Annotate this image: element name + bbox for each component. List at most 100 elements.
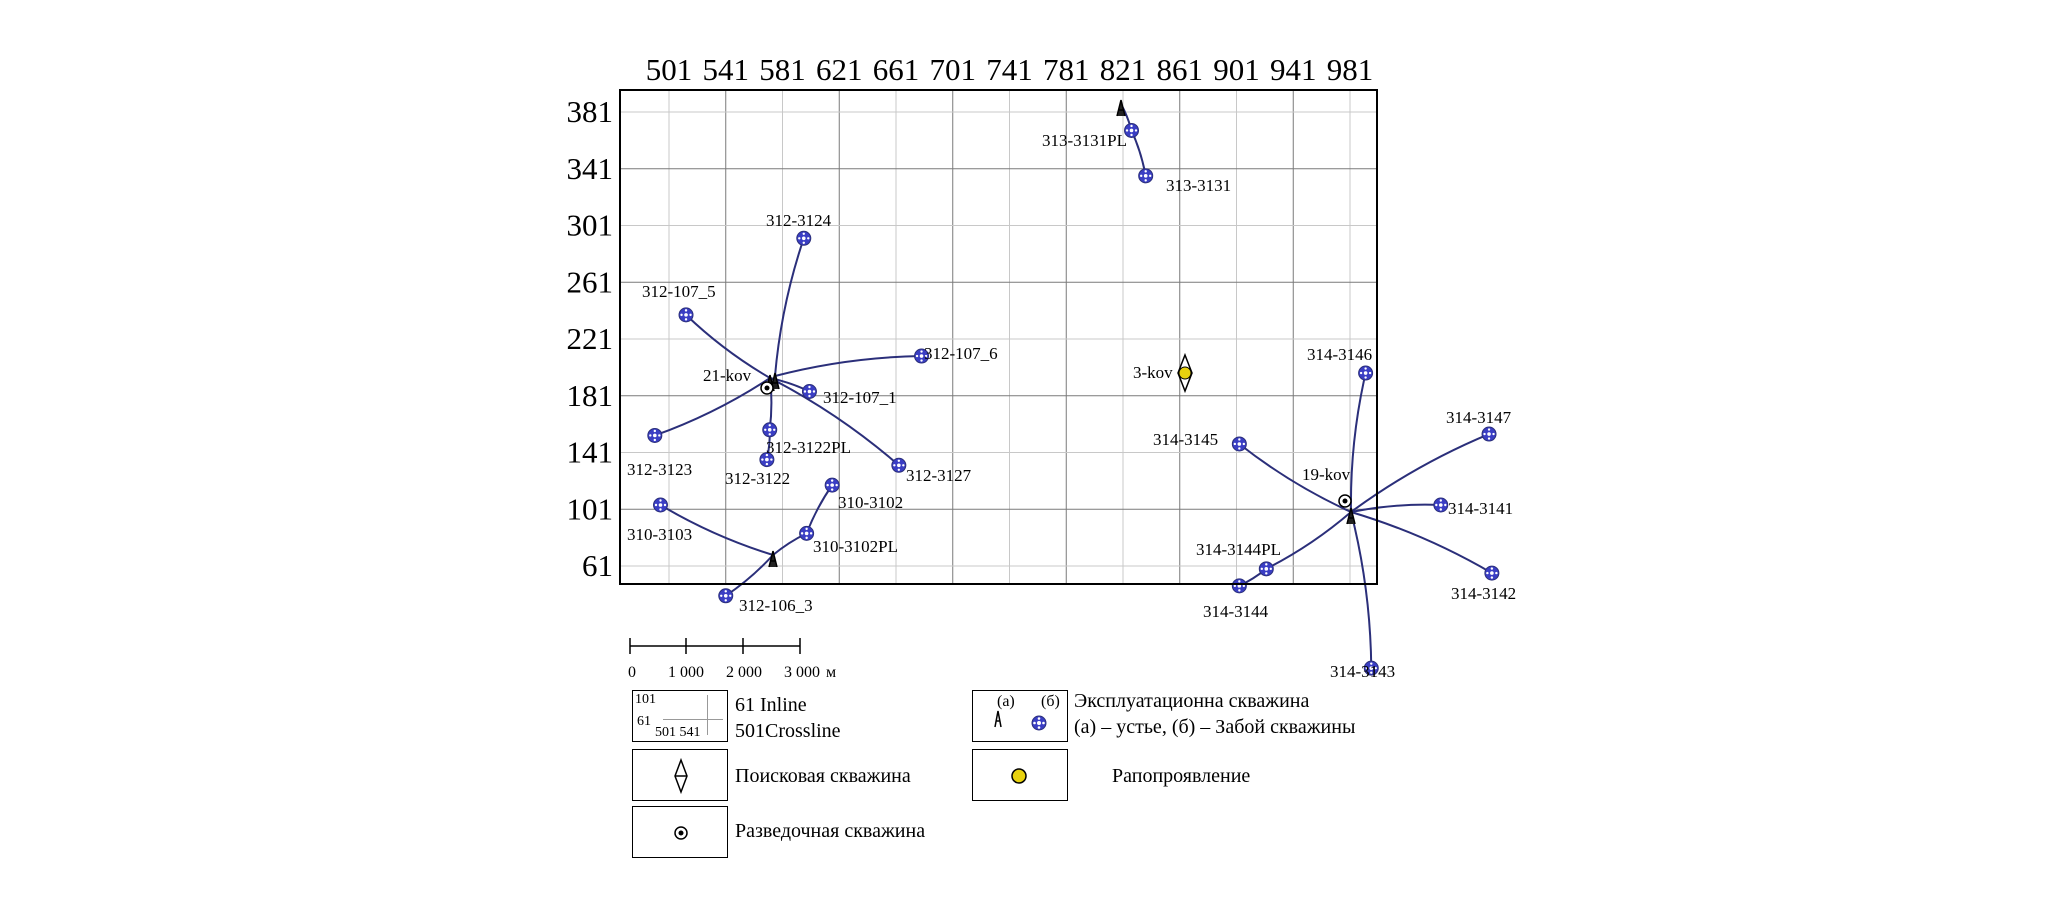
inline-tick-221: 221	[567, 321, 614, 356]
legend-production-a: (a)	[997, 693, 1015, 710]
well-label-314-3144PL: 314-3144PL	[1196, 540, 1281, 559]
well-bottomhole-icon-310-3103	[652, 497, 668, 513]
trajectory-312-106_3	[725, 554, 774, 597]
well-bottomhole-icon-313-3131PL	[1124, 122, 1140, 138]
trajectory-312-107_5	[685, 314, 771, 379]
well-bottomhole-icon-312-3124	[796, 230, 812, 246]
well-label-312-3122: 312-3122	[725, 469, 790, 488]
well-bottomhole-icon-312-3123	[647, 427, 663, 443]
crossline-tick-861: 861	[1157, 52, 1204, 87]
map-grid	[620, 90, 1377, 584]
inline-tick-261: 261	[567, 264, 614, 299]
well-label-314-3147: 314-3147	[1446, 408, 1512, 427]
inline-tick-181: 181	[567, 378, 614, 413]
scale-tick-2000: 2 000	[726, 664, 762, 681]
well-label-314-3144: 314-3144	[1203, 602, 1269, 621]
trajectory-314-3146	[1349, 372, 1367, 513]
production-well-icon	[994, 710, 1047, 731]
scale-unit: м	[826, 664, 836, 681]
crossline-tick-661: 661	[873, 52, 920, 87]
trajectory-312-3127	[769, 377, 900, 467]
well-bottomhole-icon-314-3142	[1484, 565, 1500, 581]
trajectory-314-3147	[1350, 433, 1490, 513]
well-bottomhole-icon-312-107_6	[914, 348, 930, 364]
legend-crossline-label: 501Crossline	[735, 720, 841, 742]
point-label-19-kov: 19-kov	[1302, 465, 1351, 484]
well-label-314-3141: 314-3141	[1448, 499, 1513, 518]
legend-search-well-label: Поисковая скважина	[735, 765, 911, 787]
well-label-312-107_5: 312-107_5	[642, 282, 716, 301]
well-bottomhole-icon-314-3144	[1231, 578, 1247, 594]
scale-tick-1000: 1 000	[668, 664, 704, 681]
well-label-314-3142: 314-3142	[1451, 584, 1516, 603]
exploration-well-icon	[674, 826, 688, 840]
well-label-314-3145: 314-3145	[1153, 430, 1218, 449]
trajectory-314-3144PL	[1265, 511, 1352, 570]
well-symbols	[647, 99, 1500, 676]
crossline-tick-621: 621	[816, 52, 863, 87]
crossline-tick-781: 781	[1043, 52, 1090, 87]
inline-tick-301: 301	[567, 208, 614, 243]
trajectory-314-3141	[1350, 503, 1441, 513]
well-label-310-3102: 310-3102	[838, 493, 903, 512]
inline-tick-61: 61	[582, 548, 613, 583]
scale-tick-3000: 3 000	[784, 664, 820, 681]
inline-tick-141: 141	[567, 435, 614, 470]
well-label-310-3102PL: 310-3102PL	[813, 537, 898, 556]
well-bottomhole-icon-314-3143	[1363, 660, 1379, 676]
legend-production-line2: (а) – устье, (б) – Забой скважины	[1074, 716, 1356, 738]
legend-mini-grid-h	[663, 719, 723, 720]
crossline-tick-501: 501	[646, 52, 693, 87]
well-label-312-106_3: 312-106_3	[739, 596, 813, 615]
inline-tick-381: 381	[567, 94, 614, 129]
inline-tick-341: 341	[567, 151, 614, 186]
well-label-314-3146: 314-3146	[1307, 345, 1372, 364]
legend-mini-crossline: 501 541	[655, 725, 701, 740]
well-label-312-107_1: 312-107_1	[823, 388, 897, 407]
well-bottomhole-icon-312-107_5	[678, 307, 694, 323]
legend-exploration-well-label: Разведочная скважина	[735, 820, 926, 842]
well-label-314-3143: 314-3143	[1330, 662, 1395, 681]
well-bottomhole-icon-312-3122	[759, 452, 775, 468]
legend-mini-grid-v	[707, 695, 708, 735]
crossline-tick-821: 821	[1100, 52, 1147, 87]
trajectory-312-3124	[774, 237, 805, 377]
well-labels: 313-3131PL 313-3131 312-3124 312-107_5 312-1…	[627, 131, 1516, 681]
well-bottomhole-icon-314-3141	[1433, 497, 1449, 513]
crossline-tick-901: 901	[1213, 52, 1260, 87]
well-label-312-3124: 312-3124	[766, 211, 832, 230]
well-label-310-3103: 310-3103	[627, 525, 692, 544]
legend-production-b: (б)	[1041, 693, 1060, 710]
legend-exploration-well-box	[632, 806, 728, 858]
well-bottomhole-icon-312-3127	[891, 457, 907, 473]
well-bottomhole-icon-314-3146	[1358, 365, 1374, 381]
trajectory-312-107_6	[774, 355, 922, 377]
legend-production-well-box: (a) (б)	[972, 690, 1068, 742]
well-label-313-3131PL: 313-3131PL	[1042, 131, 1127, 150]
well-bottomhole-icon-312-107_1	[801, 383, 817, 399]
map-axes: 501 541 581 621 661 701 741 781 821 861 901 941 981 3…	[567, 52, 1374, 583]
trajectory-314-3143	[1350, 511, 1373, 669]
scale-bar: 0 1 000 2 000 3 000 м	[628, 638, 836, 681]
crossline-tick-981: 981	[1327, 52, 1374, 87]
legend-rapo-box	[972, 749, 1068, 801]
legend-search-well-box	[632, 749, 728, 801]
search-well-icon	[674, 757, 688, 795]
legend-production-line1: Эксплуатационна скважина	[1074, 690, 1310, 712]
wellhead-icon-3	[768, 550, 778, 568]
crossline-tick-541: 541	[703, 52, 750, 87]
well-bottomhole-icon-310-3102PL	[799, 525, 815, 541]
well-label-312-107_6: 312-107_6	[924, 344, 998, 363]
well-bottomhole-icon-310-3102	[824, 477, 840, 493]
well-bottomhole-icon-314-3144PL	[1258, 561, 1274, 577]
trajectory-310-3103	[659, 504, 774, 556]
legend-inline-crossline-box: 101 61 501 541	[632, 690, 728, 742]
well-label-312-3123: 312-3123	[627, 460, 692, 479]
rapo-icon-3-kov	[1178, 366, 1192, 380]
well-bottomhole-icon-313-3131	[1138, 168, 1154, 184]
well-bottomhole-icon-314-3145	[1231, 436, 1247, 452]
point-label-3-kov: 3-kov	[1133, 363, 1173, 382]
well-bottomhole-icon-314-3147	[1481, 426, 1497, 442]
trajectory-314-3142	[1350, 511, 1493, 574]
